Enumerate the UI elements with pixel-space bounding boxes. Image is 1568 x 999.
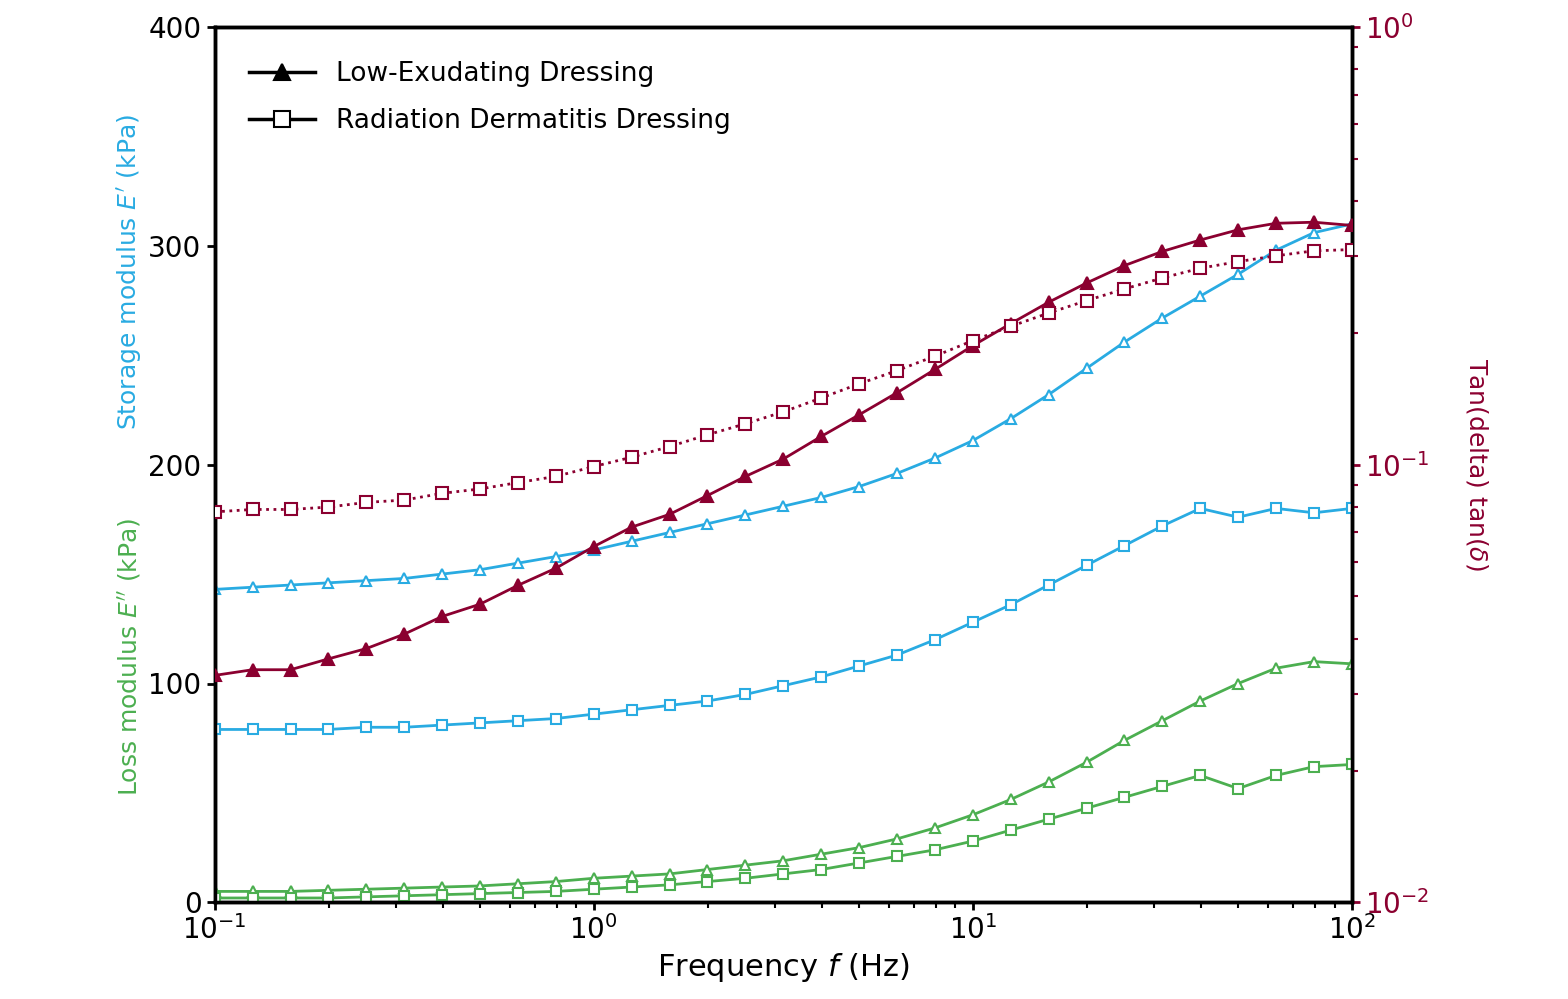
Text: Loss modulus $E''$ (kPa): Loss modulus $E''$ (kPa) [116,518,143,796]
Y-axis label: Tan(delta) tan($\delta$): Tan(delta) tan($\delta$) [1465,359,1490,571]
Text: Storage modulus $E'$ (kPa): Storage modulus $E'$ (kPa) [114,114,144,431]
Legend: Low-Exudating Dressing, Radiation Dermatitis Dressing: Low-Exudating Dressing, Radiation Dermat… [227,40,753,156]
X-axis label: Frequency $f$ (Hz): Frequency $f$ (Hz) [657,951,909,984]
